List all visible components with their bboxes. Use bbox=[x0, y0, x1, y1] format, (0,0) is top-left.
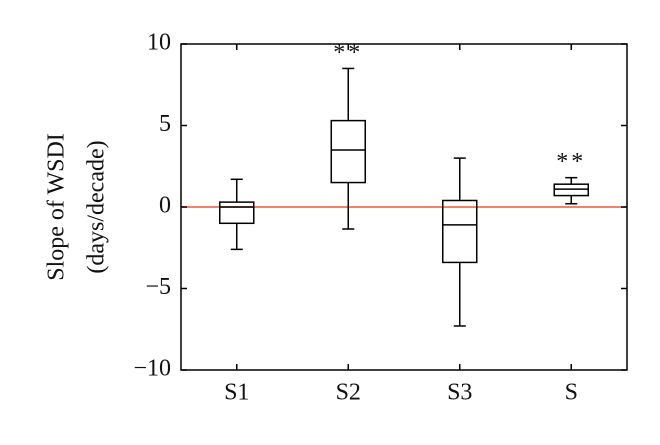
y-tick-label: −5 bbox=[145, 274, 171, 300]
y-axis-label: Slope of WSDI bbox=[44, 133, 70, 281]
box bbox=[330, 119, 366, 184]
annotation: ** bbox=[556, 149, 586, 175]
plot-frame bbox=[180, 43, 628, 371]
box bbox=[219, 201, 255, 225]
x-tick-label: S1 bbox=[224, 380, 249, 406]
annotation: ** bbox=[333, 40, 363, 66]
y-tick-label: 0 bbox=[159, 193, 171, 219]
x-tick-label: S2 bbox=[336, 380, 361, 406]
y-axis-label: (days/decade) bbox=[84, 140, 110, 273]
x-tick-label: S3 bbox=[447, 380, 472, 406]
y-tick-label: −10 bbox=[133, 356, 171, 382]
y-tick-label: 10 bbox=[147, 30, 171, 56]
box bbox=[442, 199, 478, 264]
box bbox=[553, 183, 589, 197]
x-tick-label: S bbox=[565, 380, 578, 406]
y-tick-label: 5 bbox=[159, 111, 171, 137]
